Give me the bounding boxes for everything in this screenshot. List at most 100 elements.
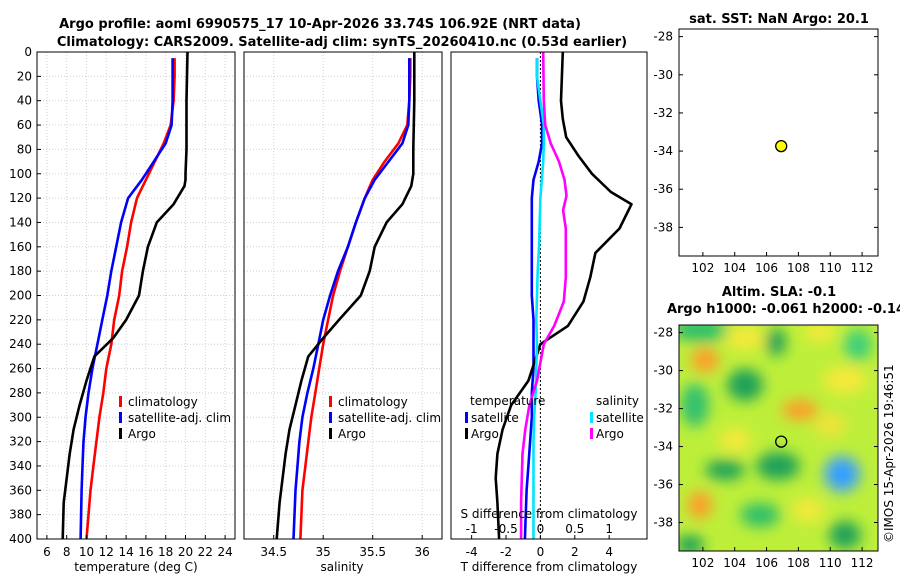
temperature-series xyxy=(61,51,189,540)
legend-t-satellite-label: satellite xyxy=(471,411,519,425)
salinity-grid xyxy=(244,51,442,540)
x-tick-label: 35.5 xyxy=(359,545,386,559)
temperature-grid xyxy=(37,51,235,540)
y-tick-label: 80 xyxy=(17,142,32,156)
y-tick-label: -28 xyxy=(653,30,673,44)
sla-map-frame xyxy=(678,324,879,552)
sla-heatmap xyxy=(679,325,878,551)
x-tick-label: 36 xyxy=(415,545,430,559)
argo-float-marker xyxy=(775,139,788,153)
x-tick-label: 110 xyxy=(819,261,842,275)
x-tick-label: 112 xyxy=(851,556,874,570)
sst-map-panel: sat. SST: NaN Argo: 20.1 102 104 106 108 110… xyxy=(653,12,879,275)
y-tick-label: 40 xyxy=(17,94,32,108)
s-tick-label: -1 xyxy=(466,522,478,536)
y-tick-label: 120 xyxy=(9,191,32,205)
x-tick-label: 24 xyxy=(217,545,232,559)
legend-s-satellite-swatch xyxy=(590,412,593,423)
legend-satellite-label: satellite-adj. clim xyxy=(338,411,441,425)
figure-title-line2: Climatology: CARS2009. Satellite-adj cli… xyxy=(57,35,627,50)
y-tick-label: 140 xyxy=(9,215,32,229)
y-tick-label: 20 xyxy=(17,69,32,83)
sla-map-title-line2: Argo h1000: -0.061 h2000: -0.14 xyxy=(667,302,900,317)
x-tick-label: 106 xyxy=(755,556,778,570)
y-tick-label: 200 xyxy=(9,289,32,303)
sla-map-ticks: 102 104 106 108 110 112 -28 -30 -32 -34 -36 -38 xyxy=(653,326,878,570)
difference-legend: temperature satellite Argo salinity sate… xyxy=(465,394,644,441)
y-tick-label: -36 xyxy=(653,478,673,492)
x-tick-label: 4 xyxy=(605,545,613,559)
y-tick-label: 300 xyxy=(9,410,32,424)
x-tick-label: 108 xyxy=(787,556,810,570)
legend-satellite-label: satellite-adj. clim xyxy=(128,411,231,425)
y-tick-label: -36 xyxy=(653,182,673,196)
legend-climatology-swatch xyxy=(329,396,332,407)
legend-t-argo-label: Argo xyxy=(471,427,499,441)
y-tick-label: 60 xyxy=(17,118,32,132)
y-tick-label: -38 xyxy=(653,220,673,234)
x-tick-label: 104 xyxy=(723,556,746,570)
legend-salinity-heading: salinity xyxy=(596,394,639,408)
legend-temperature-heading: temperature xyxy=(470,394,545,408)
salinity-series xyxy=(275,52,416,540)
salinity-x-label: salinity xyxy=(320,560,363,574)
legend-t-argo-swatch xyxy=(465,428,468,439)
x-tick-label: 12 xyxy=(99,545,114,559)
y-tick-label: 0 xyxy=(24,45,32,59)
legend-argo-label: Argo xyxy=(128,427,156,441)
t-difference-x-ticks: -4 -2 0 2 4 xyxy=(466,535,613,559)
series-line-satellite-adj-clim xyxy=(292,58,411,540)
y-tick-label: 380 xyxy=(9,508,32,522)
salinity-legend: climatology satellite-adj. clim Argo xyxy=(329,395,441,441)
x-tick-label: 112 xyxy=(851,261,874,275)
y-tick-label: 340 xyxy=(9,459,32,473)
y-tick-label: 280 xyxy=(9,386,32,400)
salinity-x-ticks: 34.5 35 35.5 36 xyxy=(260,535,430,559)
x-tick-label: 104 xyxy=(723,261,746,275)
legend-t-satellite-swatch xyxy=(465,412,468,423)
s-tick-label: 1 xyxy=(605,522,613,536)
s-tick-label: -0.5 xyxy=(494,522,517,536)
y-tick-label: -30 xyxy=(653,68,673,82)
x-tick-label: 14 xyxy=(118,545,133,559)
x-tick-label: 102 xyxy=(691,261,714,275)
y-tick-label: -32 xyxy=(653,106,673,120)
series-line-salinity-argo xyxy=(519,51,568,539)
y-tick-label: 100 xyxy=(9,167,32,181)
y-tick-label: 400 xyxy=(9,532,32,546)
figure-title-line1: Argo profile: aoml 6990575_17 10-Apr-202… xyxy=(59,17,581,32)
legend-climatology-swatch xyxy=(119,396,122,407)
temperature-x-ticks: 6 8 10 12 14 16 18 20 22 24 xyxy=(43,535,233,559)
y-tick-label: -28 xyxy=(653,326,673,340)
y-tick-label: 320 xyxy=(9,435,32,449)
x-tick-label: 20 xyxy=(178,545,193,559)
legend-argo-label: Argo xyxy=(338,427,366,441)
y-tick-label: 360 xyxy=(9,483,32,497)
series-line-argo xyxy=(275,52,416,540)
s-difference-label: S difference from climatology xyxy=(461,507,638,521)
x-tick-label: 6 xyxy=(43,545,51,559)
series-line-satellite-adj-clim xyxy=(79,58,174,540)
x-tick-label: -4 xyxy=(466,545,478,559)
y-tick-label: -34 xyxy=(653,440,673,454)
difference-axes-frame xyxy=(450,51,648,540)
x-tick-label: 2 xyxy=(571,545,579,559)
t-difference-x-label: T difference from climatology xyxy=(460,560,638,574)
legend-s-satellite-label: satellite xyxy=(596,411,644,425)
sst-map-markers xyxy=(775,139,788,153)
y-tick-label: 220 xyxy=(9,313,32,327)
s-tick-label: 0.5 xyxy=(565,522,584,536)
y-tick-label: 240 xyxy=(9,337,32,351)
legend-satellite-swatch xyxy=(329,412,332,423)
legend-s-argo-label: Argo xyxy=(596,427,624,441)
x-tick-label: 16 xyxy=(138,545,153,559)
x-tick-label: 35 xyxy=(316,545,331,559)
legend-argo-swatch xyxy=(119,428,122,439)
sla-map-markers xyxy=(775,435,788,448)
y-tick-label: 180 xyxy=(9,264,32,278)
temperature-legend: climatology satellite-adj. clim Argo xyxy=(119,395,231,441)
y-tick-label: -38 xyxy=(653,516,673,530)
salinity-axes-frame xyxy=(243,51,443,540)
s-tick-label: 0 xyxy=(537,522,545,536)
